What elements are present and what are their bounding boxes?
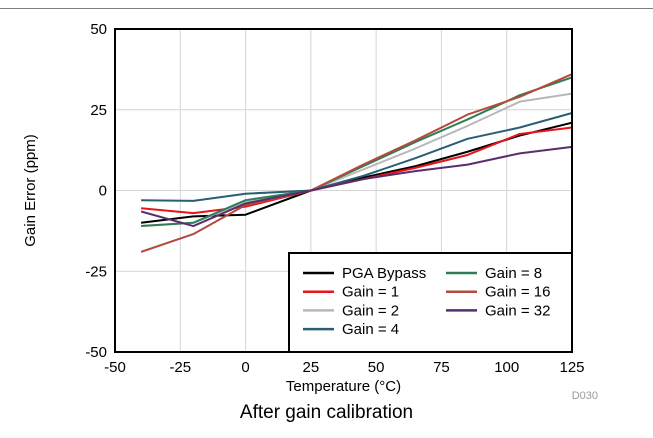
y-axis-label: Gain Error (ppm) xyxy=(22,134,39,247)
series-line-gain-32 xyxy=(140,145,573,228)
legend-label-gain-16: Gain = 16 xyxy=(485,284,550,301)
x-tick-label-4: 50 xyxy=(368,359,385,376)
x-tick-label-5: 75 xyxy=(433,359,450,376)
x-tick-label-2: 0 xyxy=(241,359,249,376)
legend-label-gain-8: Gain = 8 xyxy=(485,265,542,282)
legend-label-gain-1: Gain = 1 xyxy=(342,284,399,301)
y-tick-labels: -50 -25 0 25 50 xyxy=(85,21,107,361)
series-line-gain-8 xyxy=(141,76,573,228)
legend-label-gain-32: Gain = 32 xyxy=(485,302,550,319)
series-line-gain-4 xyxy=(141,112,573,202)
chart-caption: After gain calibration xyxy=(239,402,414,423)
y-tick-label-1: -25 xyxy=(85,263,107,280)
y-tick-label-4: 50 xyxy=(90,21,107,38)
figure-id: D030 xyxy=(572,390,598,402)
top-rule xyxy=(0,8,653,9)
x-tick-labels: -50 -25 0 25 50 75 100 125 xyxy=(104,359,584,376)
x-tick-label-6: 100 xyxy=(494,359,519,376)
x-tick-label-7: 125 xyxy=(559,359,584,376)
x-tick-label-0: -50 xyxy=(104,359,126,376)
series-lines xyxy=(140,73,573,253)
y-tick-label-2: 0 xyxy=(99,183,107,200)
x-tick-label-3: 25 xyxy=(303,359,320,376)
x-tick-label-1: -25 xyxy=(169,359,191,376)
legend-label-pga-bypass: PGA Bypass xyxy=(342,265,426,282)
y-tick-label-0: -50 xyxy=(85,344,107,361)
y-tick-label-3: 25 xyxy=(90,102,107,119)
legend-label-gain-4: Gain = 4 xyxy=(342,321,399,338)
series-line-gain-16 xyxy=(140,73,573,253)
legend-box xyxy=(288,252,573,353)
series-line-gain-2 xyxy=(141,92,573,228)
x-axis-label: Temperature (°C) xyxy=(286,378,401,395)
legend-label-gain-2: Gain = 2 xyxy=(342,302,399,319)
